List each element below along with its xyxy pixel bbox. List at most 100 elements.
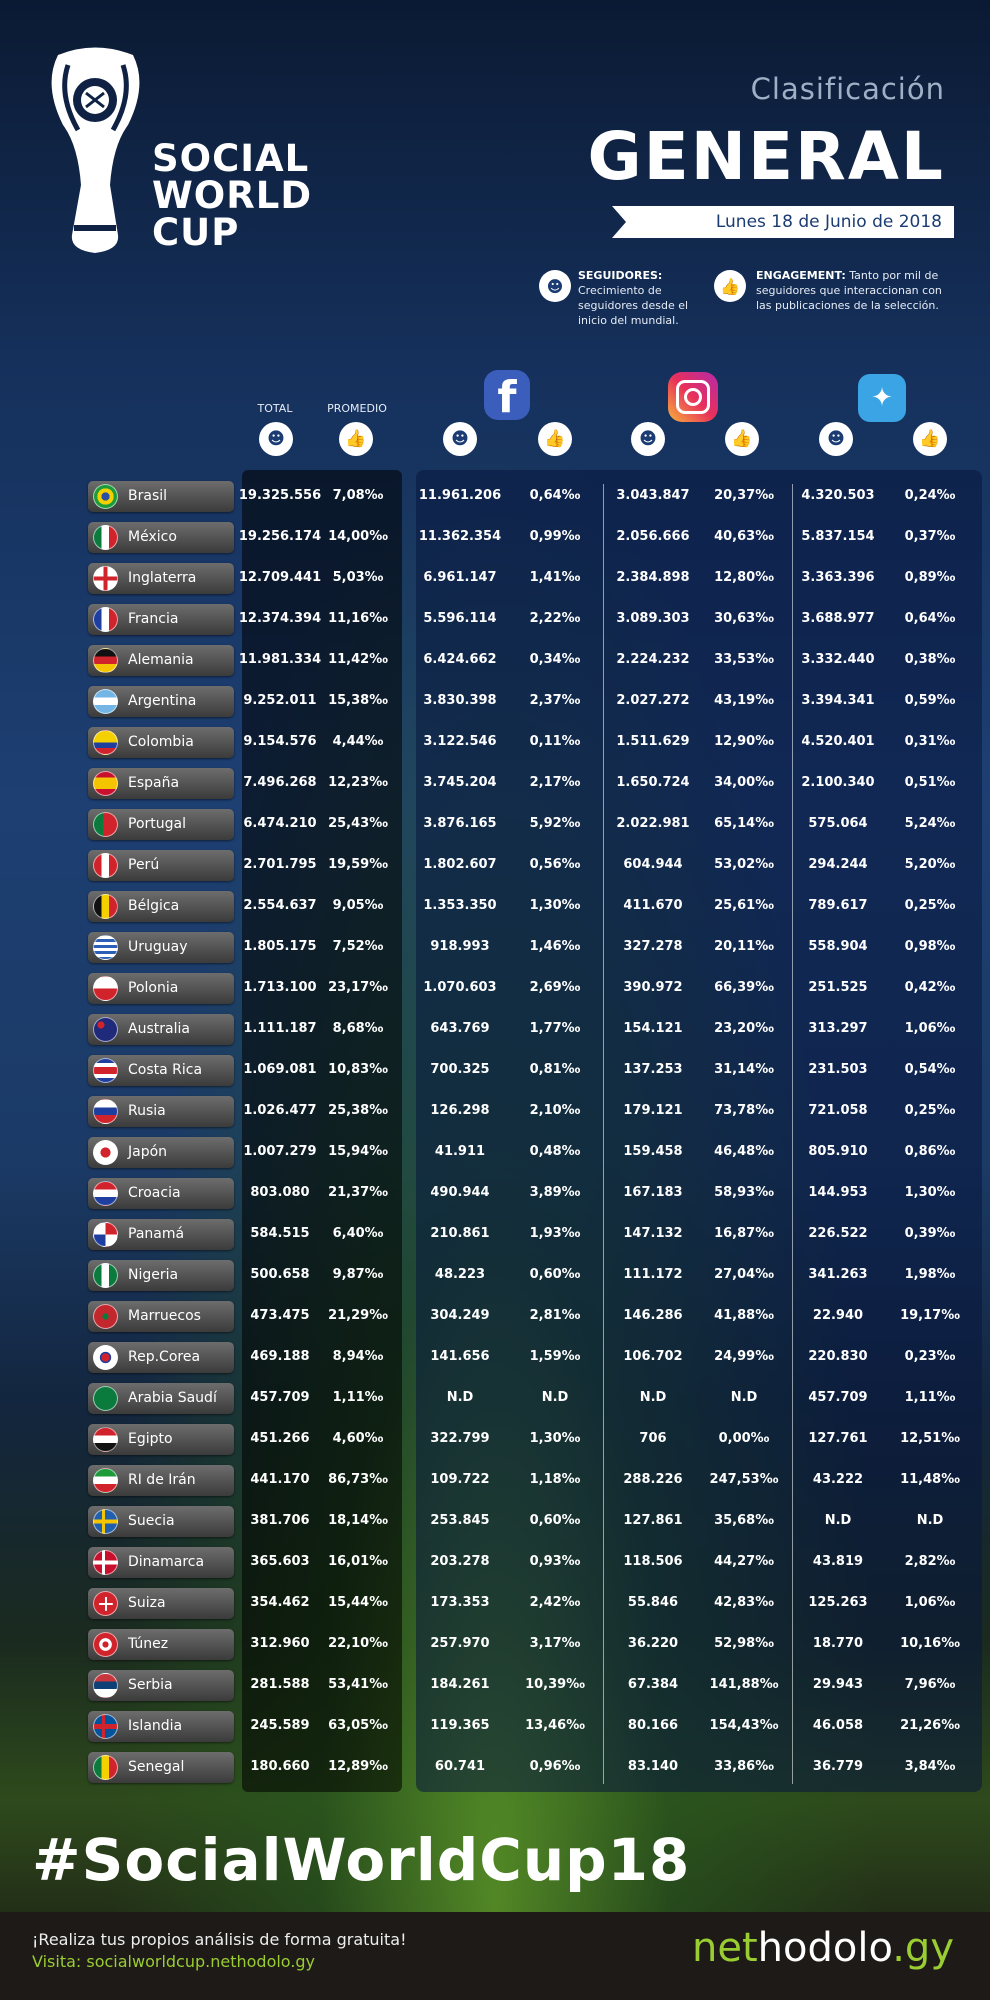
country-name: Portugal (128, 816, 186, 832)
facebook-followers-cell: 918.993 (430, 939, 490, 954)
divider (603, 484, 604, 1784)
total-followers-cell: 803.080 (250, 1185, 310, 1200)
avg-engagement-cell: 15,44‰ (328, 1595, 388, 1610)
column-promedio: PROMEDIO (327, 402, 387, 415)
facebook-engagement-cell: 1,77‰ (529, 1021, 581, 1036)
twitter-followers-cell: 127.761 (808, 1431, 868, 1446)
subtitle: Clasificación (750, 72, 945, 106)
country-name: Suiza (128, 1595, 166, 1611)
total-followers-cell: 441.170 (250, 1472, 310, 1487)
facebook-followers-cell: 141.656 (430, 1349, 490, 1364)
total-followers-cell: 180.660 (250, 1759, 310, 1774)
table-row: México 19.256.174 14,00‰ 11.362.354 0,99‰ 2.0… (0, 518, 990, 559)
country-tag: Croacia (88, 1178, 234, 1209)
footer-bar (0, 1912, 990, 2000)
instagram-engagement-cell: N.D (730, 1390, 758, 1405)
instagram-engagement-cell: 58,93‰ (714, 1185, 774, 1200)
avg-engagement-cell: 6,40‰ (332, 1226, 384, 1241)
facebook-followers-cell: 173.353 (430, 1595, 490, 1610)
table-row: Uruguay 1.805.175 7,52‰ 918.993 1,46‰ 327.278… (0, 928, 990, 969)
total-followers-cell: 584.515 (250, 1226, 310, 1241)
country-tag: Uruguay (88, 932, 234, 963)
facebook-engagement-cell: 2,17‰ (529, 775, 581, 790)
table-row: Rep.Corea 469.188 8,94‰ 141.656 1,59‰ 106.702… (0, 1338, 990, 1379)
country-name: Egipto (128, 1431, 173, 1447)
country-tag: Portugal (88, 809, 234, 840)
flag-icon (93, 484, 118, 509)
table-row: Arabia Saudí 457.709 1,11‰ N.D N.D N.D N.D 457.… (0, 1379, 990, 1420)
instagram-engagement-cell: 33,53‰ (714, 652, 774, 667)
facebook-engagement-cell: 2,42‰ (529, 1595, 581, 1610)
brand-line: CUP (152, 211, 240, 254)
flag-icon (93, 812, 118, 837)
facebook-engagement-cell: 0,34‰ (529, 652, 581, 667)
brand-line: WORLD (152, 174, 313, 217)
total-followers-cell: 12.709.441 (238, 570, 322, 585)
twitter-engagement-cell: 0,86‰ (904, 1144, 956, 1159)
total-followers-cell: 312.960 (250, 1636, 310, 1651)
flag-icon (93, 1386, 118, 1411)
avg-engagement-cell: 15,94‰ (328, 1144, 388, 1159)
twitter-followers-cell: 125.263 (808, 1595, 868, 1610)
total-followers-cell: 6.474.210 (243, 816, 317, 831)
twitter-engagement-cell: 1,06‰ (904, 1595, 956, 1610)
avg-engagement-cell: 12,89‰ (328, 1759, 388, 1774)
twitter-engagement-cell: N.D (916, 1513, 944, 1528)
facebook-followers-cell: 3.122.546 (423, 734, 497, 749)
table-row: Islandia 245.589 63,05‰ 119.365 13,46‰ 80.166… (0, 1707, 990, 1748)
instagram-followers-cell: 83.140 (627, 1759, 679, 1774)
flag-icon (93, 689, 118, 714)
twitter-engagement-cell: 0,51‰ (904, 775, 956, 790)
twitter-engagement-cell: 2,82‰ (904, 1554, 956, 1569)
facebook-engagement-cell: 0,93‰ (529, 1554, 581, 1569)
column-total: TOTAL (257, 402, 293, 415)
twitter-followers-cell: 3.363.396 (801, 570, 875, 585)
avg-engagement-cell: 16,01‰ (328, 1554, 388, 1569)
twitter-followers-cell: 575.064 (808, 816, 868, 831)
footer-tagline: ¡Realiza tus propios análisis de forma g… (32, 1930, 407, 1949)
twitter-engagement-cell: 10,16‰ (900, 1636, 960, 1651)
country-tag: Inglaterra (88, 563, 234, 594)
country-name: Panamá (128, 1226, 185, 1242)
flag-icon (93, 935, 118, 960)
instagram-engagement-cell: 24,99‰ (714, 1349, 774, 1364)
twitter-engagement-cell: 0,24‰ (904, 488, 956, 503)
table-row: Inglaterra 12.709.441 5,03‰ 6.961.147 1,41‰ 2… (0, 559, 990, 600)
twitter-engagement-cell: 0,54‰ (904, 1062, 956, 1077)
legend-title: SEGUIDORES: (578, 269, 663, 282)
avg-engagement-cell: 25,38‰ (328, 1103, 388, 1118)
country-name: Rusia (128, 1103, 166, 1119)
instagram-followers-cell: 327.278 (623, 939, 683, 954)
avg-engagement-cell: 15,38‰ (328, 693, 388, 708)
instagram-followers-cell: 36.220 (627, 1636, 679, 1651)
country-name: Túnez (128, 1636, 169, 1652)
instagram-followers-cell: 2.027.272 (616, 693, 690, 708)
total-followers-cell: 457.709 (250, 1390, 310, 1405)
flag-icon (93, 1632, 118, 1657)
country-name: Islandia (128, 1718, 183, 1734)
flag-icon (93, 1222, 118, 1247)
table-row: Egipto 451.266 4,60‰ 322.799 1,30‰ 706 0,00‰ 12… (0, 1420, 990, 1461)
flag-icon (93, 1755, 118, 1780)
table-row: Polonia 1.713.100 23,17‰ 1.070.603 2,69‰ 390.… (0, 969, 990, 1010)
avg-engagement-cell: 21,29‰ (328, 1308, 388, 1323)
instagram-followers-cell: 179.121 (623, 1103, 683, 1118)
country-name: Costa Rica (128, 1062, 203, 1078)
instagram-followers-cell: 146.286 (623, 1308, 683, 1323)
legend-seguidores: SEGUIDORES: Crecimiento de seguidores de… (578, 268, 706, 328)
facebook-followers-cell: 184.261 (430, 1677, 490, 1692)
country-tag: España (88, 768, 234, 799)
instagram-followers-cell: 1.650.724 (616, 775, 690, 790)
twitter-engagement-cell: 7,96‰ (904, 1677, 956, 1692)
country-tag: Suecia (88, 1506, 234, 1537)
country-tag: Argentina (88, 686, 234, 717)
twitter-followers-cell: 3.332.440 (801, 652, 875, 667)
facebook-engagement-cell: 5,92‰ (529, 816, 581, 831)
twitter-followers-cell: 43.819 (812, 1554, 864, 1569)
footer-link[interactable]: Visita: socialworldcup.nethodolo.gy (32, 1952, 316, 1971)
facebook-followers-cell: 5.596.114 (423, 611, 497, 626)
total-followers-cell: 281.588 (250, 1677, 310, 1692)
total-followers-cell: 365.603 (250, 1554, 310, 1569)
country-tag: Polonia (88, 973, 234, 1004)
instagram-followers-cell: 3.043.847 (616, 488, 690, 503)
